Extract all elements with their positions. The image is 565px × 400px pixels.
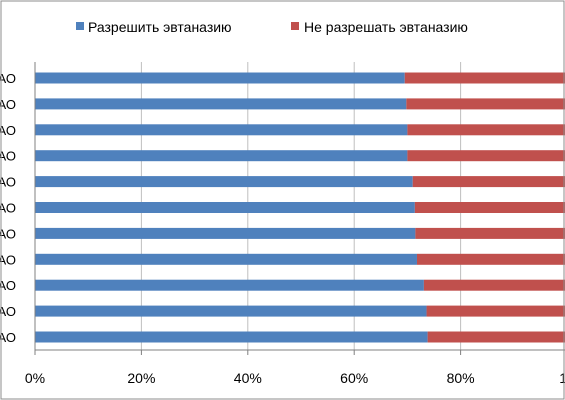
legend-label: Разрешить эвтаназию: [88, 19, 232, 35]
bar-allow: [35, 98, 407, 110]
bar-allow: [35, 305, 427, 317]
legend-label: Не разрешать эвтаназию: [304, 19, 468, 35]
bar-disallow: [416, 253, 565, 265]
x-tick-label: 20%: [127, 370, 155, 386]
bar-allow: [35, 253, 417, 265]
bar-disallow: [426, 305, 565, 317]
bar-disallow: [406, 98, 565, 110]
x-tick-label: 0%: [25, 370, 45, 386]
bars: [35, 72, 565, 343]
category-label: АО: [0, 97, 16, 112]
bar-disallow: [404, 72, 565, 84]
bar-allow: [35, 202, 415, 213]
legend: Разрешить эвтаназию Не разрешать эвтанази…: [76, 19, 468, 35]
bar-disallow: [427, 331, 565, 343]
bar-disallow: [412, 176, 565, 188]
bar-disallow: [407, 150, 565, 162]
bar-disallow: [407, 124, 565, 136]
category-label: АО: [0, 278, 16, 293]
x-axis: 0% 20% 40% 60% 80% 10: [25, 62, 565, 386]
bar-disallow: [415, 227, 565, 239]
category-label: АО: [0, 175, 16, 190]
category-label: АО: [0, 123, 16, 138]
x-tick-label: 80%: [447, 370, 475, 386]
category-label: АО: [0, 330, 16, 345]
category-label: АО: [0, 149, 16, 164]
bar-disallow: [423, 279, 565, 291]
bar-allow: [35, 176, 413, 188]
category-label: АО: [0, 226, 16, 241]
bar-allow: [35, 331, 428, 343]
bar-allow: [35, 279, 424, 291]
category-labels: АО АО АО АО АО АО АО АО АО АО АО: [0, 71, 16, 345]
bar-disallow: [414, 202, 565, 213]
x-tick-label: 60%: [340, 370, 368, 386]
category-label: АО: [0, 71, 16, 86]
x-tick-label: 10: [559, 370, 565, 386]
x-tick-label: 40%: [234, 370, 262, 386]
legend-swatch: [76, 22, 84, 30]
bar-allow: [35, 124, 408, 136]
category-label: АО: [0, 252, 16, 267]
category-label: АО: [0, 304, 16, 319]
bar-allow: [35, 227, 416, 239]
category-label: АО: [0, 201, 16, 216]
bar-allow: [35, 150, 408, 162]
legend-swatch: [291, 22, 299, 30]
bar-allow: [35, 72, 405, 84]
